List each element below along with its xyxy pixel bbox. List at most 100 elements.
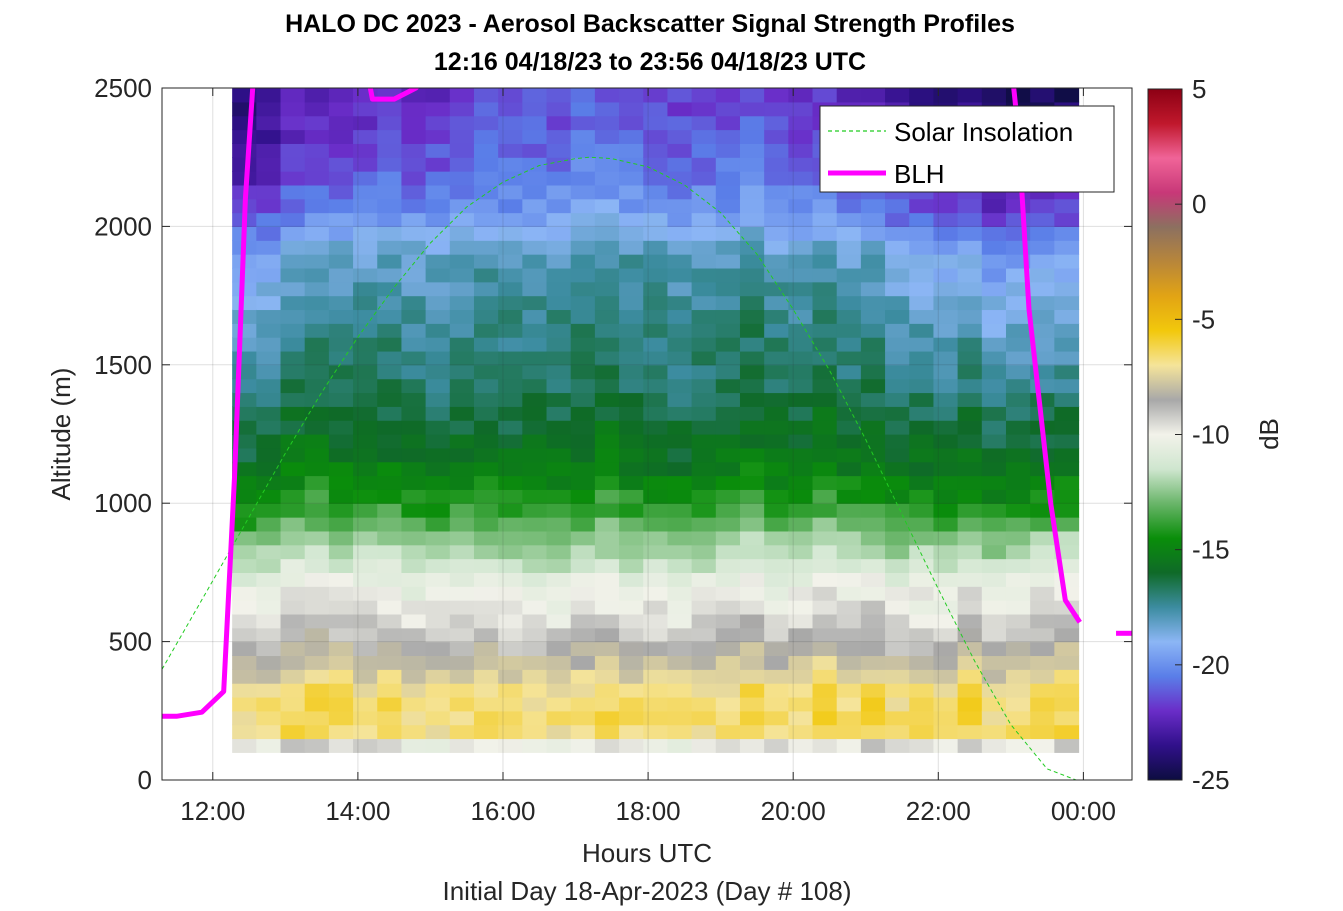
heatmap-cell	[812, 378, 838, 394]
heatmap-cell	[570, 171, 596, 186]
heatmap-cell	[691, 337, 717, 352]
heatmap-cell	[860, 738, 886, 753]
heatmap-cell	[909, 627, 935, 643]
heatmap-cell	[522, 129, 548, 144]
heatmap-cell	[522, 267, 548, 283]
x-tick-label: 18:00	[616, 796, 681, 826]
heatmap-cell	[619, 157, 644, 172]
heatmap-cell	[667, 517, 693, 532]
heatmap-cell	[425, 350, 451, 366]
heatmap-cell	[957, 267, 983, 283]
y-tick-label: 500	[109, 627, 152, 657]
heatmap-cell	[981, 710, 1007, 726]
heatmap-cell	[957, 696, 983, 712]
heatmap-cell	[594, 295, 620, 311]
heatmap-cell	[401, 724, 427, 740]
heatmap-cell	[546, 337, 572, 352]
heatmap-cell	[667, 710, 693, 726]
heatmap-cell	[667, 309, 693, 324]
heatmap-cell	[473, 143, 499, 158]
heatmap-cell	[304, 240, 330, 255]
heatmap-cell	[280, 212, 306, 227]
heatmap-cell	[473, 447, 499, 463]
heatmap-cell	[594, 544, 620, 560]
heatmap-cell	[449, 309, 475, 324]
heatmap-cell	[498, 447, 523, 463]
heatmap-cell	[933, 627, 959, 643]
heatmap-cell	[498, 613, 523, 629]
heatmap-cell	[667, 350, 693, 366]
heatmap-cell	[328, 475, 354, 490]
heatmap-cell	[667, 295, 693, 311]
heatmap-cell	[909, 503, 935, 518]
heatmap-cell	[256, 544, 282, 560]
heatmap-cell	[256, 101, 282, 117]
heatmap-cell	[449, 572, 475, 587]
heatmap-cell	[619, 240, 644, 255]
heatmap-cell	[546, 434, 572, 449]
heatmap-cell	[546, 406, 572, 421]
heatmap-cell	[1054, 613, 1080, 629]
heatmap-cell	[377, 461, 403, 477]
heatmap-cell	[594, 184, 620, 200]
heatmap-cell	[498, 572, 523, 587]
heatmap-cell	[232, 323, 257, 338]
heatmap-cell	[256, 240, 282, 255]
heatmap-cell	[594, 101, 620, 117]
heatmap-cell	[691, 226, 717, 241]
x-tick-label: 16:00	[470, 796, 535, 826]
heatmap-cell	[401, 364, 427, 380]
heatmap-cell	[981, 572, 1007, 587]
heatmap-cell	[522, 600, 548, 615]
heatmap-cell	[836, 337, 862, 352]
heatmap-cell	[764, 683, 789, 698]
heatmap-cell	[643, 530, 669, 546]
heatmap-cell	[522, 724, 548, 740]
heatmap-cell	[449, 530, 475, 546]
heatmap-cell	[594, 281, 620, 297]
heatmap-cell	[473, 724, 499, 740]
heatmap-cell	[280, 461, 306, 477]
heatmap-cell	[836, 323, 862, 338]
heatmap-cell	[425, 115, 451, 131]
heatmap-cell	[1030, 600, 1055, 615]
heatmap-cell	[280, 503, 306, 518]
heatmap-cell	[232, 544, 257, 560]
heatmap-cell	[860, 309, 886, 324]
heatmap-cell	[522, 475, 548, 490]
heatmap-cell	[353, 600, 378, 615]
heatmap-cell	[739, 627, 765, 643]
heatmap-cell	[885, 544, 910, 560]
heatmap-cell	[691, 530, 717, 546]
heatmap-cell	[643, 434, 669, 449]
heatmap-cell	[1030, 641, 1055, 657]
heatmap-cell	[425, 378, 451, 394]
heatmap-cell	[256, 254, 282, 269]
heatmap-cell	[546, 420, 572, 435]
heatmap-cell	[739, 683, 765, 698]
heatmap-cell	[643, 696, 669, 712]
heatmap-cell	[1054, 420, 1080, 435]
heatmap-cell	[981, 461, 1007, 477]
heatmap-cell	[328, 572, 354, 587]
heatmap-cell	[619, 267, 644, 283]
heatmap-cell	[401, 198, 427, 214]
heatmap-cell	[739, 572, 765, 587]
heatmap-cell	[594, 115, 620, 131]
heatmap-cell	[739, 267, 765, 283]
heatmap-cell	[619, 683, 644, 698]
heatmap-cell	[764, 281, 789, 297]
heatmap-cell	[715, 613, 741, 629]
heatmap-cell	[401, 254, 427, 269]
heatmap-cell	[328, 184, 354, 200]
heatmap-cell	[643, 281, 669, 297]
heatmap-cell	[304, 710, 330, 726]
heatmap-cell	[981, 295, 1007, 311]
colorbar-label: dB	[1254, 418, 1284, 450]
heatmap-cell	[1054, 627, 1080, 643]
heatmap-cell	[981, 655, 1007, 670]
heatmap-cell	[377, 226, 403, 241]
heatmap-cell	[401, 184, 427, 200]
heatmap-cell	[643, 240, 669, 255]
heatmap-cell	[691, 724, 717, 740]
